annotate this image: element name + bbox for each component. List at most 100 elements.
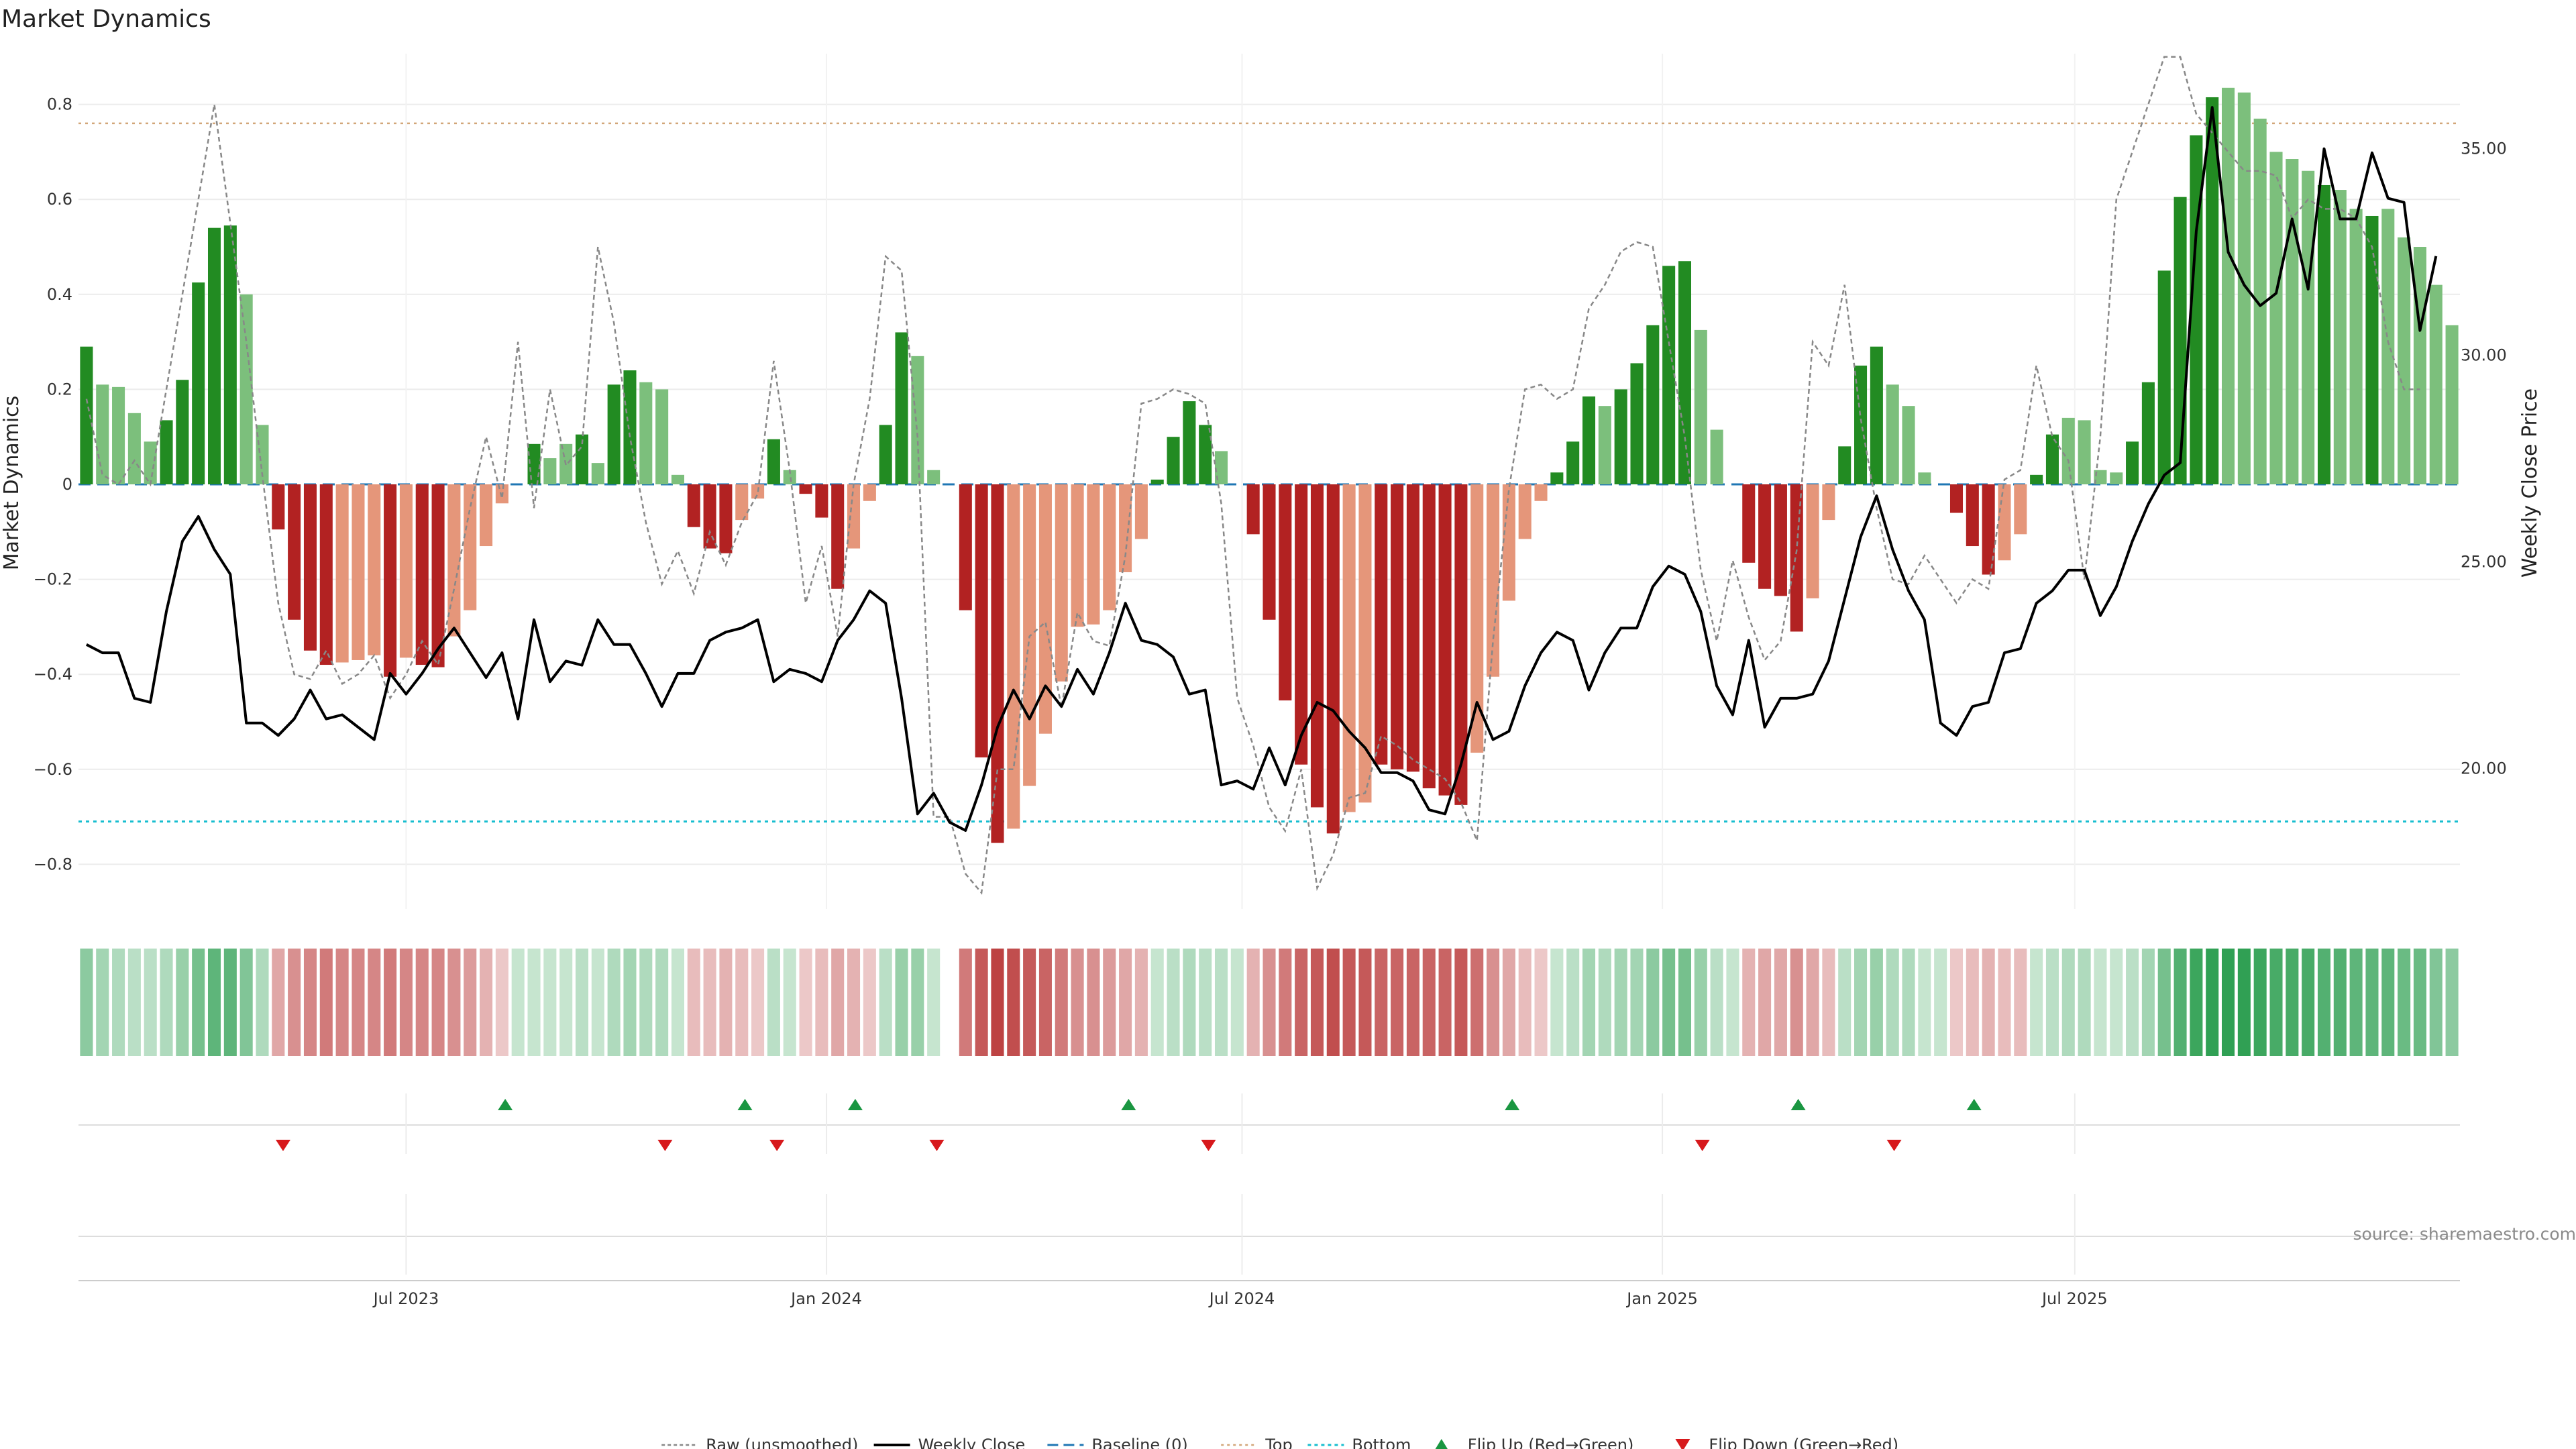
flip-down-marker [769, 1140, 785, 1151]
line-series [85, 56, 2438, 895]
dynamics-bar [783, 470, 796, 484]
left-tick-label: 0.8 [47, 95, 72, 114]
legend-item-baseline: Baseline (0) [1047, 1436, 1188, 1449]
heatmap-cell [767, 949, 780, 1056]
heatmap-cell [1646, 949, 1660, 1056]
dynamics-bar [239, 294, 253, 484]
heatmap-cell [1918, 949, 1931, 1056]
heatmap-cell [2253, 949, 2267, 1056]
heatmap-cell [480, 949, 493, 1056]
dynamics-bar [1550, 472, 1564, 484]
heatmap-cell [2381, 949, 2395, 1056]
source-label: source: sharemaestro.com [2353, 1224, 2576, 1244]
heatmap-cell [1342, 949, 1356, 1056]
heatmap-cell [1886, 949, 1899, 1056]
weekly-close-line [85, 106, 2438, 832]
dynamics-bar [831, 484, 845, 589]
heatmap-cell [2398, 949, 2411, 1056]
dynamics-bar [368, 484, 381, 655]
x-axis-ticks: Jul 2023 Jan 2024 Jul 2024 Jan 2025 Jul 2025 [372, 1289, 2108, 1308]
dynamics-bar [1566, 441, 1580, 484]
dynamics-bar [1630, 363, 1644, 484]
dynamics-bar [96, 384, 109, 484]
heatmap-cell [2094, 949, 2107, 1056]
heatmap-cell [831, 949, 845, 1056]
heatmap-cell [639, 949, 653, 1056]
dynamics-bar [1949, 484, 1964, 513]
heatmap-cell [591, 949, 604, 1056]
flip-markers-panel [78, 1093, 2460, 1281]
heatmap-cell [1454, 949, 1468, 1056]
heatmap-cell [1119, 949, 1132, 1056]
left-tick-label: 0.6 [47, 190, 72, 209]
legend-label: Flip Up (Red→Green) [1468, 1436, 1634, 1449]
heatmap-cell [991, 949, 1004, 1056]
heatmap-cell [1566, 949, 1580, 1056]
heatmap-cell [1358, 949, 1372, 1056]
flip-up-marker [498, 1099, 513, 1110]
heatmap-cell [783, 949, 796, 1056]
heatmap-cell [1550, 949, 1564, 1056]
dynamics-bar [687, 484, 700, 527]
dynamics-bar [2174, 197, 2187, 484]
dynamics-bar [1487, 484, 1500, 677]
legend-label: Weekly Close [918, 1436, 1026, 1449]
heatmap-cell [1598, 949, 1611, 1056]
heatmap-cell [2222, 949, 2235, 1056]
heatmap-cell [1534, 949, 1548, 1056]
heatmap-strip [80, 949, 2459, 1056]
heatmap-cell [2014, 949, 2027, 1056]
heatmap-cell [1758, 949, 1772, 1056]
heatmap-cell [288, 949, 301, 1056]
heatmap-cell [1087, 949, 1100, 1056]
dynamics-bar [2157, 270, 2171, 484]
x-tick-label: Jul 2023 [372, 1289, 439, 1308]
dynamics-bar [2413, 247, 2426, 484]
dynamics-bar [1183, 401, 1196, 484]
dynamics-bar [1998, 484, 2011, 561]
right-tick-label: 30.00 [2461, 346, 2507, 365]
heatmap-cell [431, 949, 445, 1056]
dynamics-bar [447, 484, 461, 637]
dynamics-bar [671, 474, 684, 484]
heatmap-cell [1310, 949, 1324, 1056]
heatmap-cell [192, 949, 205, 1056]
x-tick-label: Jan 2025 [1625, 1289, 1698, 1308]
heatmap-cell [2286, 949, 2299, 1056]
heatmap-cell [607, 949, 621, 1056]
flip-down-marker [275, 1140, 290, 1151]
heatmap-cell [1982, 949, 1995, 1056]
dynamics-bar [2141, 382, 2155, 484]
heatmap-cell [1998, 949, 2011, 1056]
dynamics-bar [272, 484, 285, 530]
dynamics-bar [655, 389, 669, 484]
dynamics-bar [1134, 484, 1148, 539]
left-tick-label: 0 [62, 475, 72, 494]
dynamics-bar [1055, 484, 1068, 682]
left-tick-label: 0.4 [47, 285, 72, 304]
heatmap-cell [256, 949, 269, 1056]
heatmap-cell [1183, 949, 1196, 1056]
dynamics-bar [1646, 325, 1660, 484]
dynamics-bar [2206, 97, 2219, 485]
heatmap-cell [879, 949, 892, 1056]
x-tick-label: Jul 2024 [1208, 1289, 1275, 1308]
dynamics-bar [207, 227, 221, 484]
legend-label: Top [1265, 1436, 1293, 1449]
heatmap-cell [1150, 949, 1164, 1056]
heatmap-cell [96, 949, 109, 1056]
flip-up-marker [1966, 1099, 1982, 1110]
heatmap-cell [1949, 949, 1964, 1056]
dynamics-bar [1454, 484, 1468, 805]
heatmap-cell [847, 949, 861, 1056]
left-tick-label: −0.8 [34, 855, 72, 873]
dynamics-bar [1870, 346, 1883, 484]
heatmap-cell [1934, 949, 1947, 1056]
dynamics-bar [1582, 396, 1596, 484]
dynamics-bar [1295, 484, 1308, 765]
raw-unsmoothed-line [85, 56, 2420, 895]
heatmap-cell [1582, 949, 1596, 1056]
dynamics-bar [176, 380, 189, 484]
dynamics-bar [927, 470, 941, 484]
heatmap-cell [1055, 949, 1068, 1056]
